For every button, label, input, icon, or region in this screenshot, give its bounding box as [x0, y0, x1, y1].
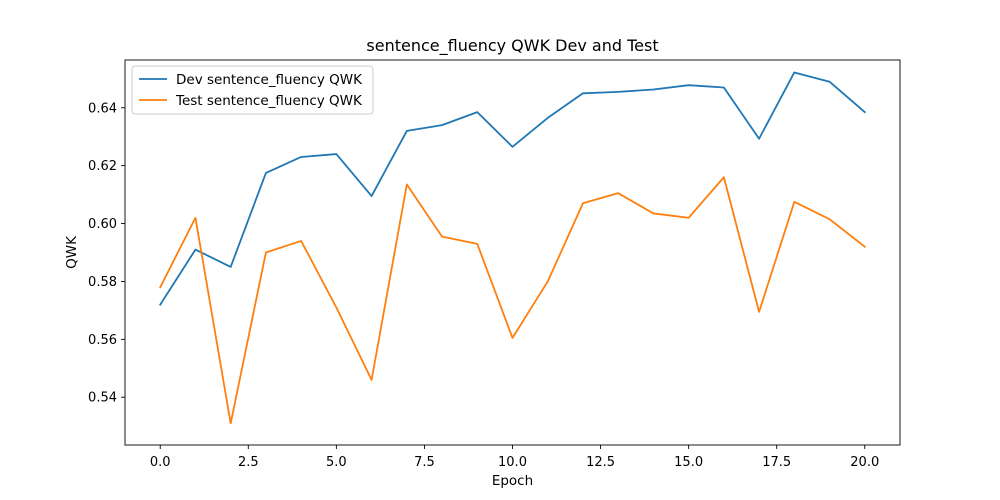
x-tick-label: 0.0: [150, 455, 171, 470]
x-tick-label: 7.5: [414, 455, 435, 470]
series-line-test: [159, 176, 867, 425]
y-tick-label: 0.64: [88, 101, 117, 116]
chart-title: sentence_fluency QWK Dev and Test: [366, 36, 658, 56]
y-axis: 0.54 0.56 0.58 0.60 0.62 0.64: [88, 101, 125, 406]
legend-label-dev: Dev sentence_fluency QWK: [176, 72, 363, 88]
x-tick-label: 17.5: [762, 455, 791, 470]
x-tick-label: 12.5: [586, 455, 615, 470]
y-axis-label: QWK: [64, 235, 80, 269]
legend: Dev sentence_fluency QWK Test sentence_f…: [131, 65, 374, 115]
y-tick-label: 0.56: [88, 333, 117, 348]
series-line-dev: [158, 71, 867, 306]
legend-label-test: Test sentence_fluency QWK: [175, 93, 363, 109]
x-axis: 0.0 2.5 5.0 7.5 10.0 12.5 15.0 17.5 20.0: [150, 445, 879, 470]
y-tick-label: 0.62: [88, 159, 117, 174]
legend-box: [131, 65, 374, 115]
y-tick-label: 0.58: [88, 275, 117, 290]
x-tick-label: 10.0: [498, 455, 527, 470]
y-tick-label: 0.60: [88, 217, 117, 232]
x-axis-label: Epoch: [492, 473, 533, 489]
x-tick-label: 2.5: [238, 455, 259, 470]
y-tick-label: 0.54: [88, 391, 117, 406]
plot-background: [125, 60, 900, 445]
x-tick-label: 15.0: [674, 455, 703, 470]
series-layer: [158, 71, 867, 425]
plot-area: [124, 59, 901, 446]
x-tick-label: 5.0: [326, 455, 347, 470]
x-tick-label: 20.0: [850, 455, 879, 470]
